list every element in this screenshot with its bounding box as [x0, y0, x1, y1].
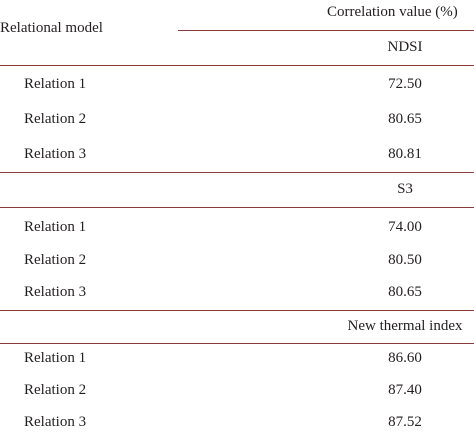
row-value: 87.52	[388, 414, 422, 430]
row-value: 80.65	[388, 284, 422, 300]
header-row-label: Relational model	[0, 20, 103, 36]
rule	[0, 172, 474, 173]
rule	[0, 310, 474, 311]
row-value: 80.65	[388, 111, 422, 127]
row-label: Relation 1	[24, 76, 87, 92]
row-value: 86.60	[388, 350, 422, 366]
row-value: 80.50	[388, 252, 422, 268]
row-label: Relation 1	[24, 219, 87, 235]
row-label: Relation 2	[24, 382, 87, 398]
section-title: New thermal index	[347, 318, 463, 334]
row-value: 74.00	[388, 219, 422, 235]
header-value-label: Correlation value (%)	[327, 4, 458, 20]
section-title: S3	[397, 181, 413, 197]
row-label: Relation 2	[24, 111, 87, 127]
row-label: Relation 1	[24, 350, 87, 366]
section-title: NDSI	[387, 39, 423, 55]
row-value: 72.50	[388, 76, 422, 92]
row-label: Relation 2	[24, 252, 87, 268]
rule	[0, 65, 474, 66]
row-label: Relation 3	[24, 284, 87, 300]
row-value: 87.40	[388, 382, 422, 398]
row-label: Relation 3	[24, 146, 87, 162]
rule	[0, 207, 474, 208]
row-value: 80.81	[388, 146, 422, 162]
rule	[178, 30, 474, 31]
rule	[0, 343, 474, 344]
row-label: Relation 3	[24, 414, 87, 430]
